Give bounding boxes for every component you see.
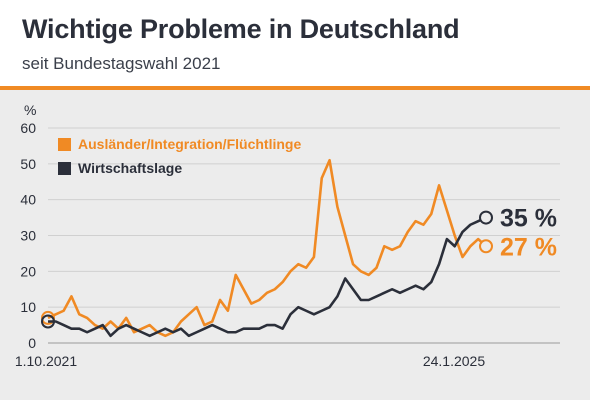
chart-subtitle: seit Bundestagswahl 2021 bbox=[22, 54, 221, 73]
y-tick-label: 10 bbox=[20, 299, 36, 315]
accent-divider bbox=[0, 86, 590, 90]
x-start-label: 1.10.2021 bbox=[15, 353, 77, 369]
legend-swatch bbox=[58, 138, 71, 151]
end-labels: 27 %35 % bbox=[500, 205, 557, 262]
end-value-label: 27 % bbox=[500, 233, 557, 261]
y-tick-label: 20 bbox=[20, 263, 36, 279]
x-end-label: 24.1.2025 bbox=[423, 353, 485, 369]
series-lines bbox=[41, 158, 493, 338]
series-line-0 bbox=[47, 158, 487, 338]
y-tick-label: 30 bbox=[20, 228, 36, 244]
y-axis-unit-label: % bbox=[24, 102, 36, 118]
series-line-1 bbox=[48, 216, 487, 338]
legend-label: Wirtschaftslage bbox=[78, 160, 182, 176]
legend-label: Ausländer/Integration/Flüchtlinge bbox=[78, 136, 301, 152]
legend-swatch bbox=[58, 162, 71, 175]
chart-title: Wichtige Probleme in Deutschland bbox=[22, 14, 460, 44]
y-tick-label: 40 bbox=[20, 192, 36, 208]
series-start-marker bbox=[41, 314, 55, 329]
series-end-marker bbox=[479, 210, 493, 225]
chart-grid bbox=[48, 127, 560, 344]
x-axis-labels: 1.10.2021 24.1.2025 bbox=[15, 353, 485, 369]
y-tick-label: 50 bbox=[20, 156, 36, 172]
header: Wichtige Probleme in Deutschland seit Bu… bbox=[0, 0, 590, 88]
series-end-marker bbox=[479, 239, 493, 254]
y-tick-label: 60 bbox=[20, 120, 36, 136]
end-value-label: 35 % bbox=[500, 205, 557, 233]
y-tick-label: 0 bbox=[28, 335, 36, 351]
y-axis-ticks: 0 10 20 30 40 50 60 bbox=[20, 120, 36, 351]
legend: Ausländer/Integration/Flüchtlinge Wirtsch… bbox=[58, 136, 301, 176]
